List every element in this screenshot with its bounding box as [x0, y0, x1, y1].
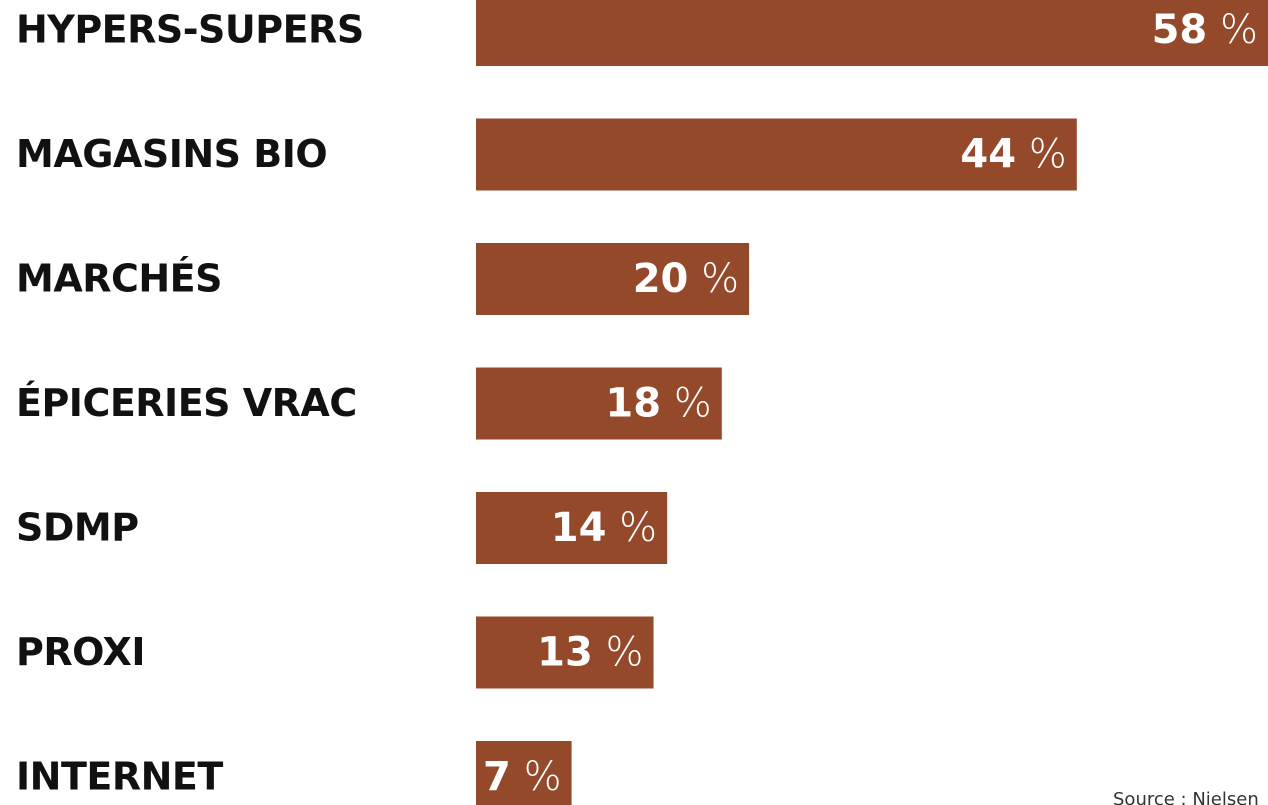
value-unit: % [701, 256, 739, 302]
category-label: SDMP [16, 506, 139, 550]
bar [476, 367, 722, 440]
value-unit: % [674, 381, 712, 427]
value-unit: % [1029, 132, 1067, 178]
category-label: MAGASINS BIO [16, 132, 327, 176]
category-label: MARCHÉS [16, 257, 222, 301]
value-number: 14 [551, 505, 607, 551]
source: Source : Nielsen [1113, 789, 1259, 805]
value-number: 13 [537, 630, 593, 676]
bar [476, 0, 1268, 66]
value-number: 44 [960, 132, 1016, 178]
value-label: 13 % [537, 630, 643, 676]
category-label: INTERNET [16, 755, 223, 799]
value-label: 7 % [483, 754, 562, 800]
bar [476, 616, 654, 689]
value-unit: % [619, 505, 657, 551]
value-label: 58 % [1152, 7, 1258, 53]
value-unit: % [606, 630, 644, 676]
category-label: HYPERS-SUPERS [16, 8, 364, 52]
value-label: 20 % [633, 256, 739, 302]
value-label: 18 % [605, 381, 711, 427]
value-unit: % [1220, 7, 1258, 53]
bar [476, 741, 572, 805]
value-label: 44 % [960, 132, 1066, 178]
bar [476, 243, 750, 315]
value-label: 14 % [551, 505, 657, 551]
category-label: ÉPICERIES VRAC [16, 381, 357, 425]
value-number: 18 [605, 381, 661, 427]
category-label: PROXI [16, 630, 145, 674]
value-number: 7 [483, 754, 511, 800]
value-number: 58 [1152, 7, 1208, 53]
value-unit: % [524, 754, 562, 800]
bar [476, 492, 668, 564]
bar [476, 118, 1077, 191]
value-number: 20 [633, 256, 689, 302]
